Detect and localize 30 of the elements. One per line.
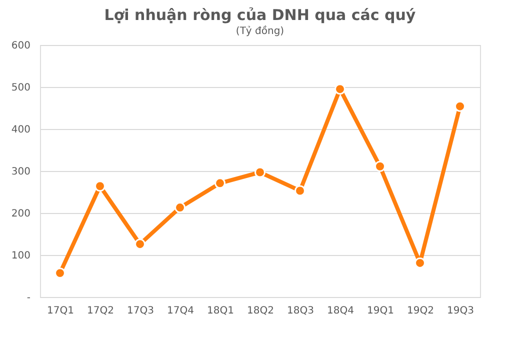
x-tick-label: 18Q3 bbox=[287, 306, 314, 316]
chart-subtitle: (Tỷ đồng) bbox=[236, 25, 284, 37]
point bbox=[214, 178, 226, 189]
point bbox=[254, 166, 266, 178]
x-tick-label: 17Q2 bbox=[87, 306, 114, 316]
x-tick-label: 18Q2 bbox=[247, 306, 274, 316]
y-tick-label: - bbox=[26, 292, 31, 304]
point bbox=[94, 180, 106, 192]
y-tick-label: 600 bbox=[11, 40, 30, 52]
y-tick-label: 400 bbox=[11, 124, 30, 136]
y-tick-label: 100 bbox=[11, 250, 30, 262]
x-tick-label: 17Q3 bbox=[127, 306, 154, 316]
point bbox=[294, 185, 306, 196]
x-tick-label: 19Q1 bbox=[367, 306, 394, 316]
point bbox=[134, 238, 146, 250]
y-tick-label: 200 bbox=[11, 208, 30, 220]
x-tick-label: 19Q3 bbox=[447, 306, 474, 316]
x-tick-label: 18Q4 bbox=[327, 306, 354, 316]
x-tick-label: 18Q1 bbox=[207, 306, 234, 316]
point bbox=[334, 84, 346, 95]
y-tick-label: 500 bbox=[11, 82, 30, 94]
y-tick-label: 300 bbox=[11, 166, 30, 178]
point bbox=[174, 202, 186, 214]
x-tick-label: 19Q2 bbox=[407, 306, 434, 316]
point bbox=[414, 257, 426, 268]
x-tick-label: 17Q4 bbox=[167, 306, 194, 316]
x-tick-label: 17Q1 bbox=[47, 306, 74, 316]
point bbox=[374, 160, 386, 172]
chart-title: Lợi nhuận ròng của DNH qua các quý bbox=[104, 6, 416, 24]
point bbox=[454, 100, 466, 112]
